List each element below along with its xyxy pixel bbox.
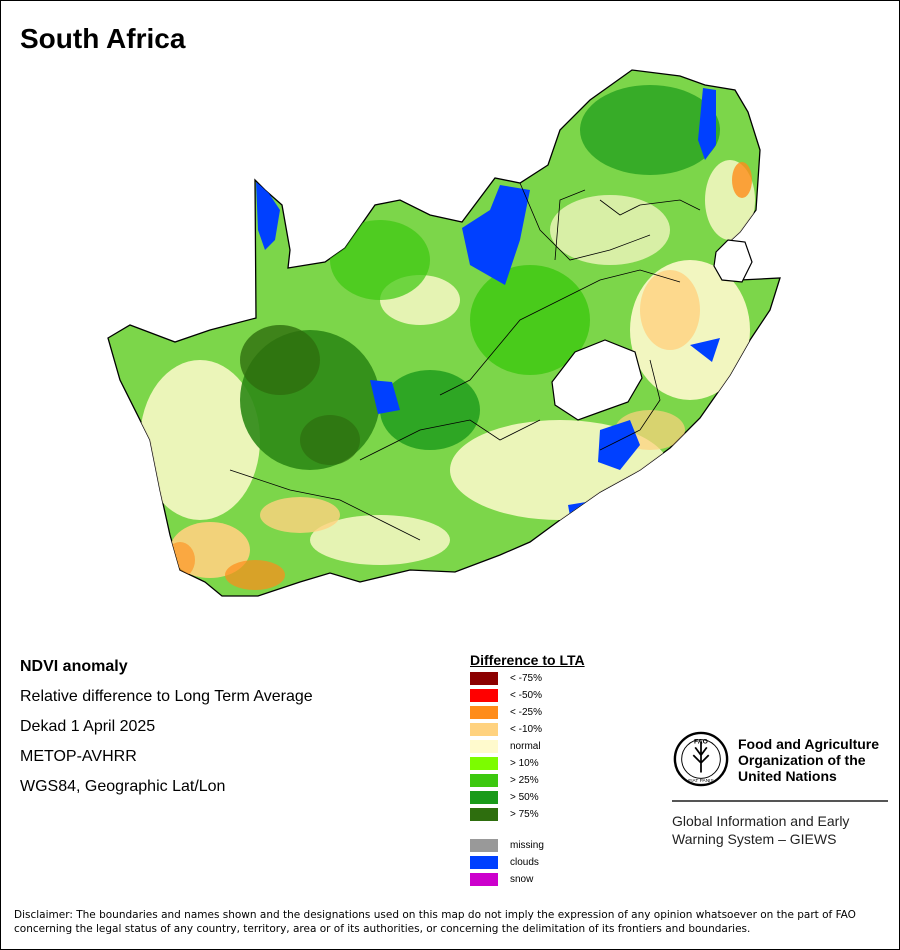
info-line-3: METOP-AVHRR <box>20 748 137 765</box>
info-line-2: Dekad 1 April 2025 <box>20 718 156 735</box>
legend-label: < -10% <box>510 724 542 735</box>
legend-swatch <box>470 856 498 869</box>
lesotho <box>551 339 643 421</box>
legend-item: clouds <box>470 854 585 871</box>
fao-logo-icon: FAO FIAT PANIS <box>673 731 729 787</box>
legend-extra: missing clouds snow <box>470 837 585 888</box>
legend-label: > 75% <box>510 809 539 820</box>
fao-block: FAO FIAT PANIS Food and Agriculture Orga… <box>672 730 888 848</box>
legend-item: < -75% <box>470 670 585 687</box>
anomaly-patches <box>140 85 755 590</box>
fao-name-line-2: Organization of the <box>738 752 866 768</box>
info-heading: NDVI anomaly <box>20 658 128 675</box>
legend-swatch <box>470 808 498 821</box>
info-line-4: WGS84, Geographic Lat/Lon <box>20 778 226 795</box>
legend-item: > 10% <box>470 755 585 772</box>
legend-label: clouds <box>510 857 539 868</box>
map-info: NDVI anomaly Relative difference to Long… <box>20 656 313 806</box>
giews-label: Global Information and Early Warning Sys… <box>672 812 888 848</box>
province-borders <box>229 182 701 541</box>
legend-label: > 25% <box>510 775 539 786</box>
legend-swatch <box>470 757 498 770</box>
legend-swatch <box>470 689 498 702</box>
legend-swatch <box>470 839 498 852</box>
legend-items: < -75% < -50% < -25% < -10% normal > 10% > 25%… <box>470 670 585 823</box>
legend-label: < -25% <box>510 707 542 718</box>
legend-item: normal <box>470 738 585 755</box>
fao-header: FAO FIAT PANIS Food and Agriculture Orga… <box>672 730 888 788</box>
legend-swatch <box>470 873 498 886</box>
fao-logo-top-text: FAO <box>694 739 708 746</box>
legend-item: snow <box>470 871 585 888</box>
legend-item: < -10% <box>470 721 585 738</box>
map-title: South Africa <box>20 23 186 54</box>
legend-item: > 25% <box>470 772 585 789</box>
giews-line-1: Global Information and Early <box>672 813 850 829</box>
info-line-1: Relative difference to Long Term Average <box>20 688 313 705</box>
legend-label: < -75% <box>510 673 542 684</box>
legend: Difference to LTA < -75% < -50% < -25% < -1… <box>470 652 585 888</box>
giews-line-2: Warning System – GIEWS <box>672 831 837 847</box>
legend-label: snow <box>510 874 534 885</box>
fao-name: Food and Agriculture Organization of the… <box>738 730 879 784</box>
legend-label: < -50% <box>510 690 542 701</box>
legend-item: < -25% <box>470 704 585 721</box>
fao-logo-bottom-text: FIAT PANIS <box>688 778 714 784</box>
legend-swatch <box>470 672 498 685</box>
legend-gap <box>470 823 585 837</box>
legend-swatch <box>470 774 498 787</box>
legend-swatch <box>470 706 498 719</box>
legend-label: > 50% <box>510 792 539 803</box>
legend-swatch <box>470 723 498 736</box>
legend-item: > 50% <box>470 789 585 806</box>
fao-name-line-1: Food and Agriculture <box>738 736 880 752</box>
eswatini <box>713 239 753 283</box>
legend-item: > 75% <box>470 806 585 823</box>
legend-label: missing <box>510 840 544 851</box>
legend-item: < -50% <box>470 687 585 704</box>
disclaimer: Disclaimer: The boundaries and names sho… <box>14 909 856 935</box>
legend-title: Difference to LTA <box>470 652 585 668</box>
legend-swatch <box>470 740 498 753</box>
ndvi-map: South Africa <box>20 23 781 597</box>
legend-label: > 10% <box>510 758 539 769</box>
legend-label: normal <box>510 741 541 752</box>
fao-divider <box>672 800 888 802</box>
legend-item: missing <box>470 837 585 854</box>
fao-name-line-3: United Nations <box>738 768 837 784</box>
legend-swatch <box>470 791 498 804</box>
